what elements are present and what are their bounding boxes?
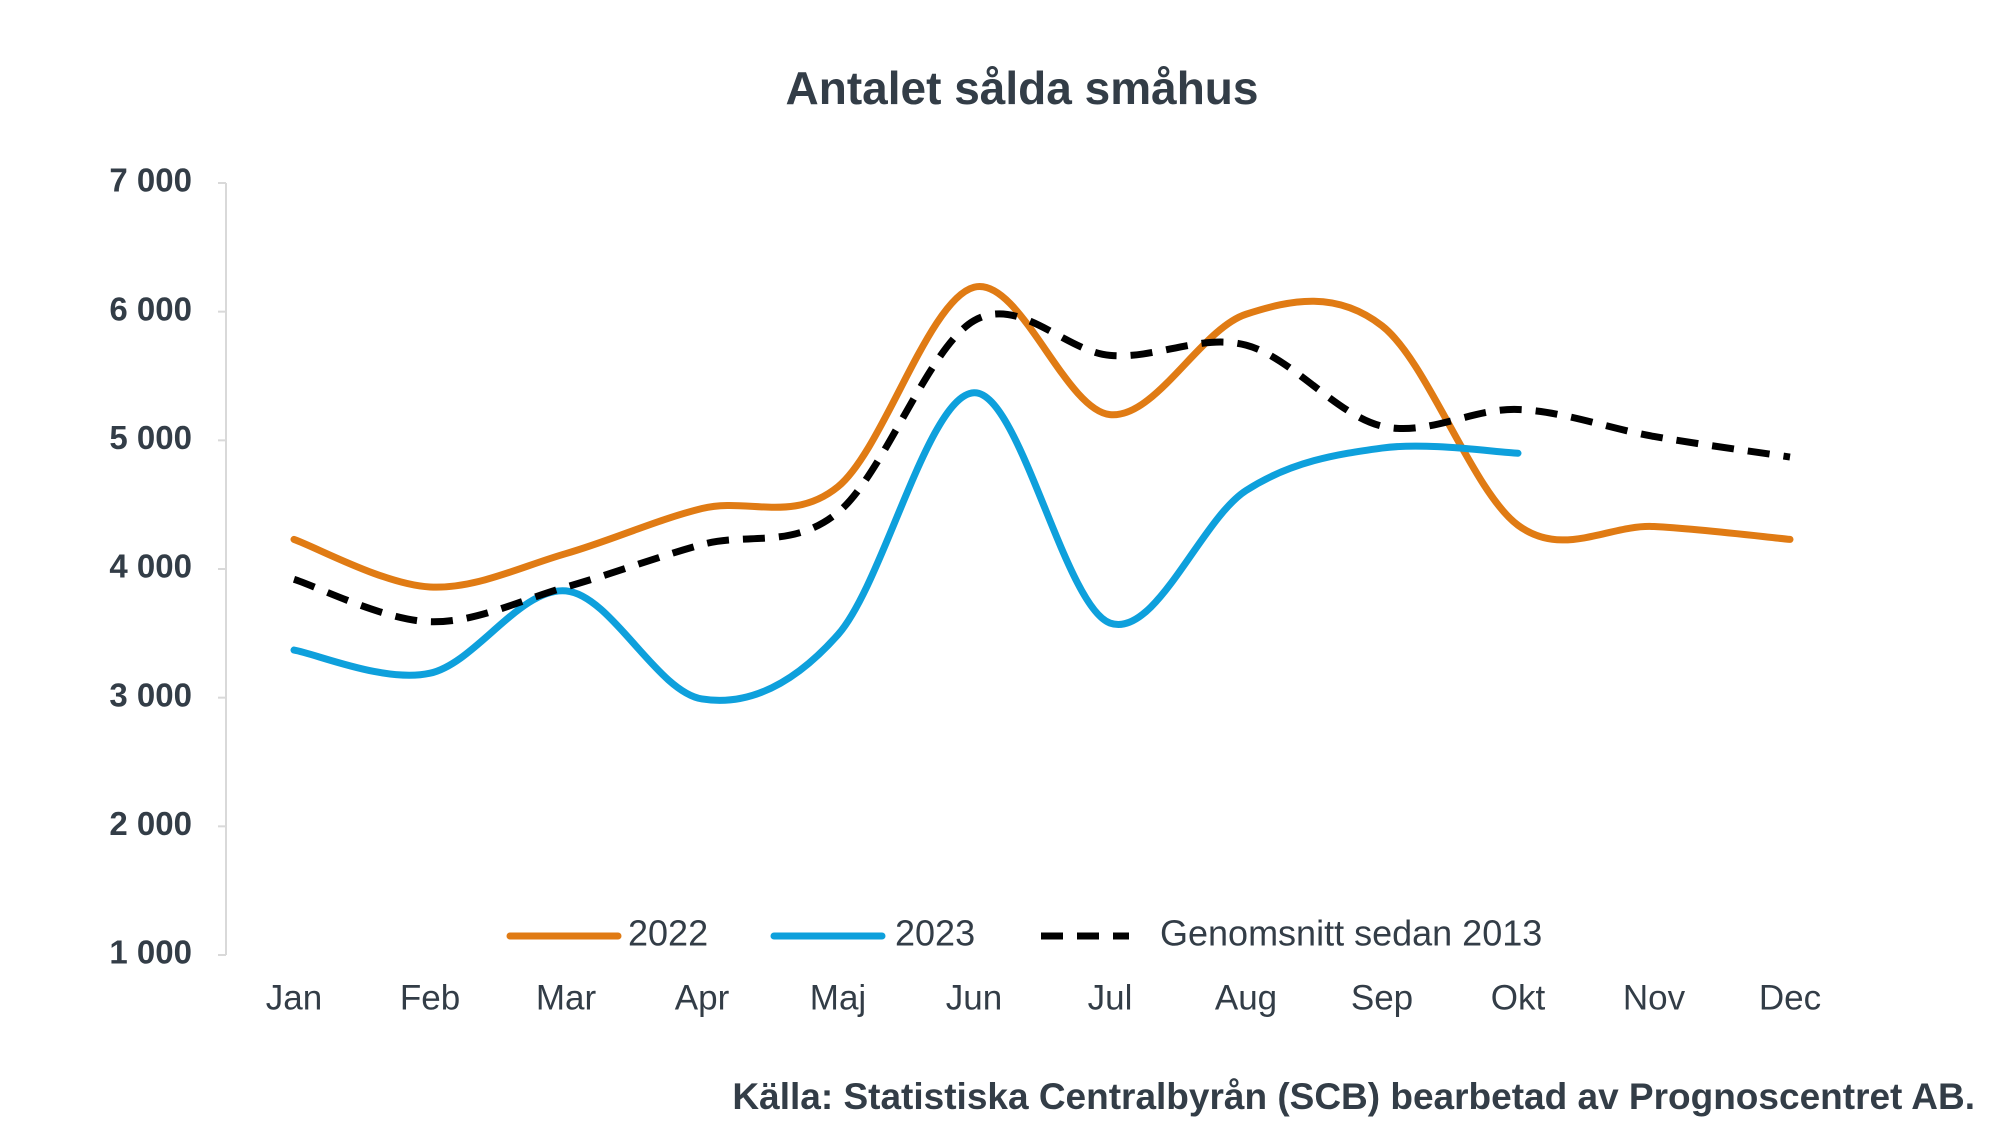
legend-label: 2023 — [895, 913, 975, 954]
x-tick-label: Jan — [266, 978, 322, 1017]
line-series — [290, 389, 1522, 704]
x-tick-label: Apr — [675, 978, 730, 1017]
x-tick-label: Jun — [946, 978, 1002, 1017]
x-tick-label: Mar — [536, 978, 597, 1017]
y-tick-label: 2 000 — [109, 805, 192, 842]
y-tick-label: 6 000 — [109, 290, 192, 327]
x-tick-label: Feb — [400, 978, 460, 1017]
y-tick-label: 7 000 — [109, 162, 192, 199]
x-tick-label: Maj — [810, 978, 866, 1017]
y-tick-label: 3 000 — [109, 676, 192, 713]
legend-label: Genomsnitt sedan 2013 — [1160, 913, 1542, 954]
line-series — [290, 283, 1794, 591]
x-tick-label: Aug — [1215, 978, 1277, 1017]
x-tick-label: Dec — [1759, 978, 1821, 1017]
y-tick-label: 5 000 — [109, 419, 192, 456]
legend-label: 2022 — [628, 913, 708, 954]
x-tick-label: Jul — [1088, 978, 1133, 1017]
line-series — [292, 310, 1791, 626]
y-tick-label: 4 000 — [109, 548, 192, 585]
chart-title: Antalet sålda småhus — [786, 62, 1259, 114]
x-tick-label: Okt — [1491, 978, 1546, 1017]
x-tick-label: Nov — [1623, 978, 1686, 1017]
x-tick-label: Sep — [1351, 978, 1413, 1017]
y-tick-label: 1 000 — [109, 934, 192, 971]
source-note: Källa: Statistiska Centralbyrån (SCB) be… — [732, 1076, 1975, 1117]
